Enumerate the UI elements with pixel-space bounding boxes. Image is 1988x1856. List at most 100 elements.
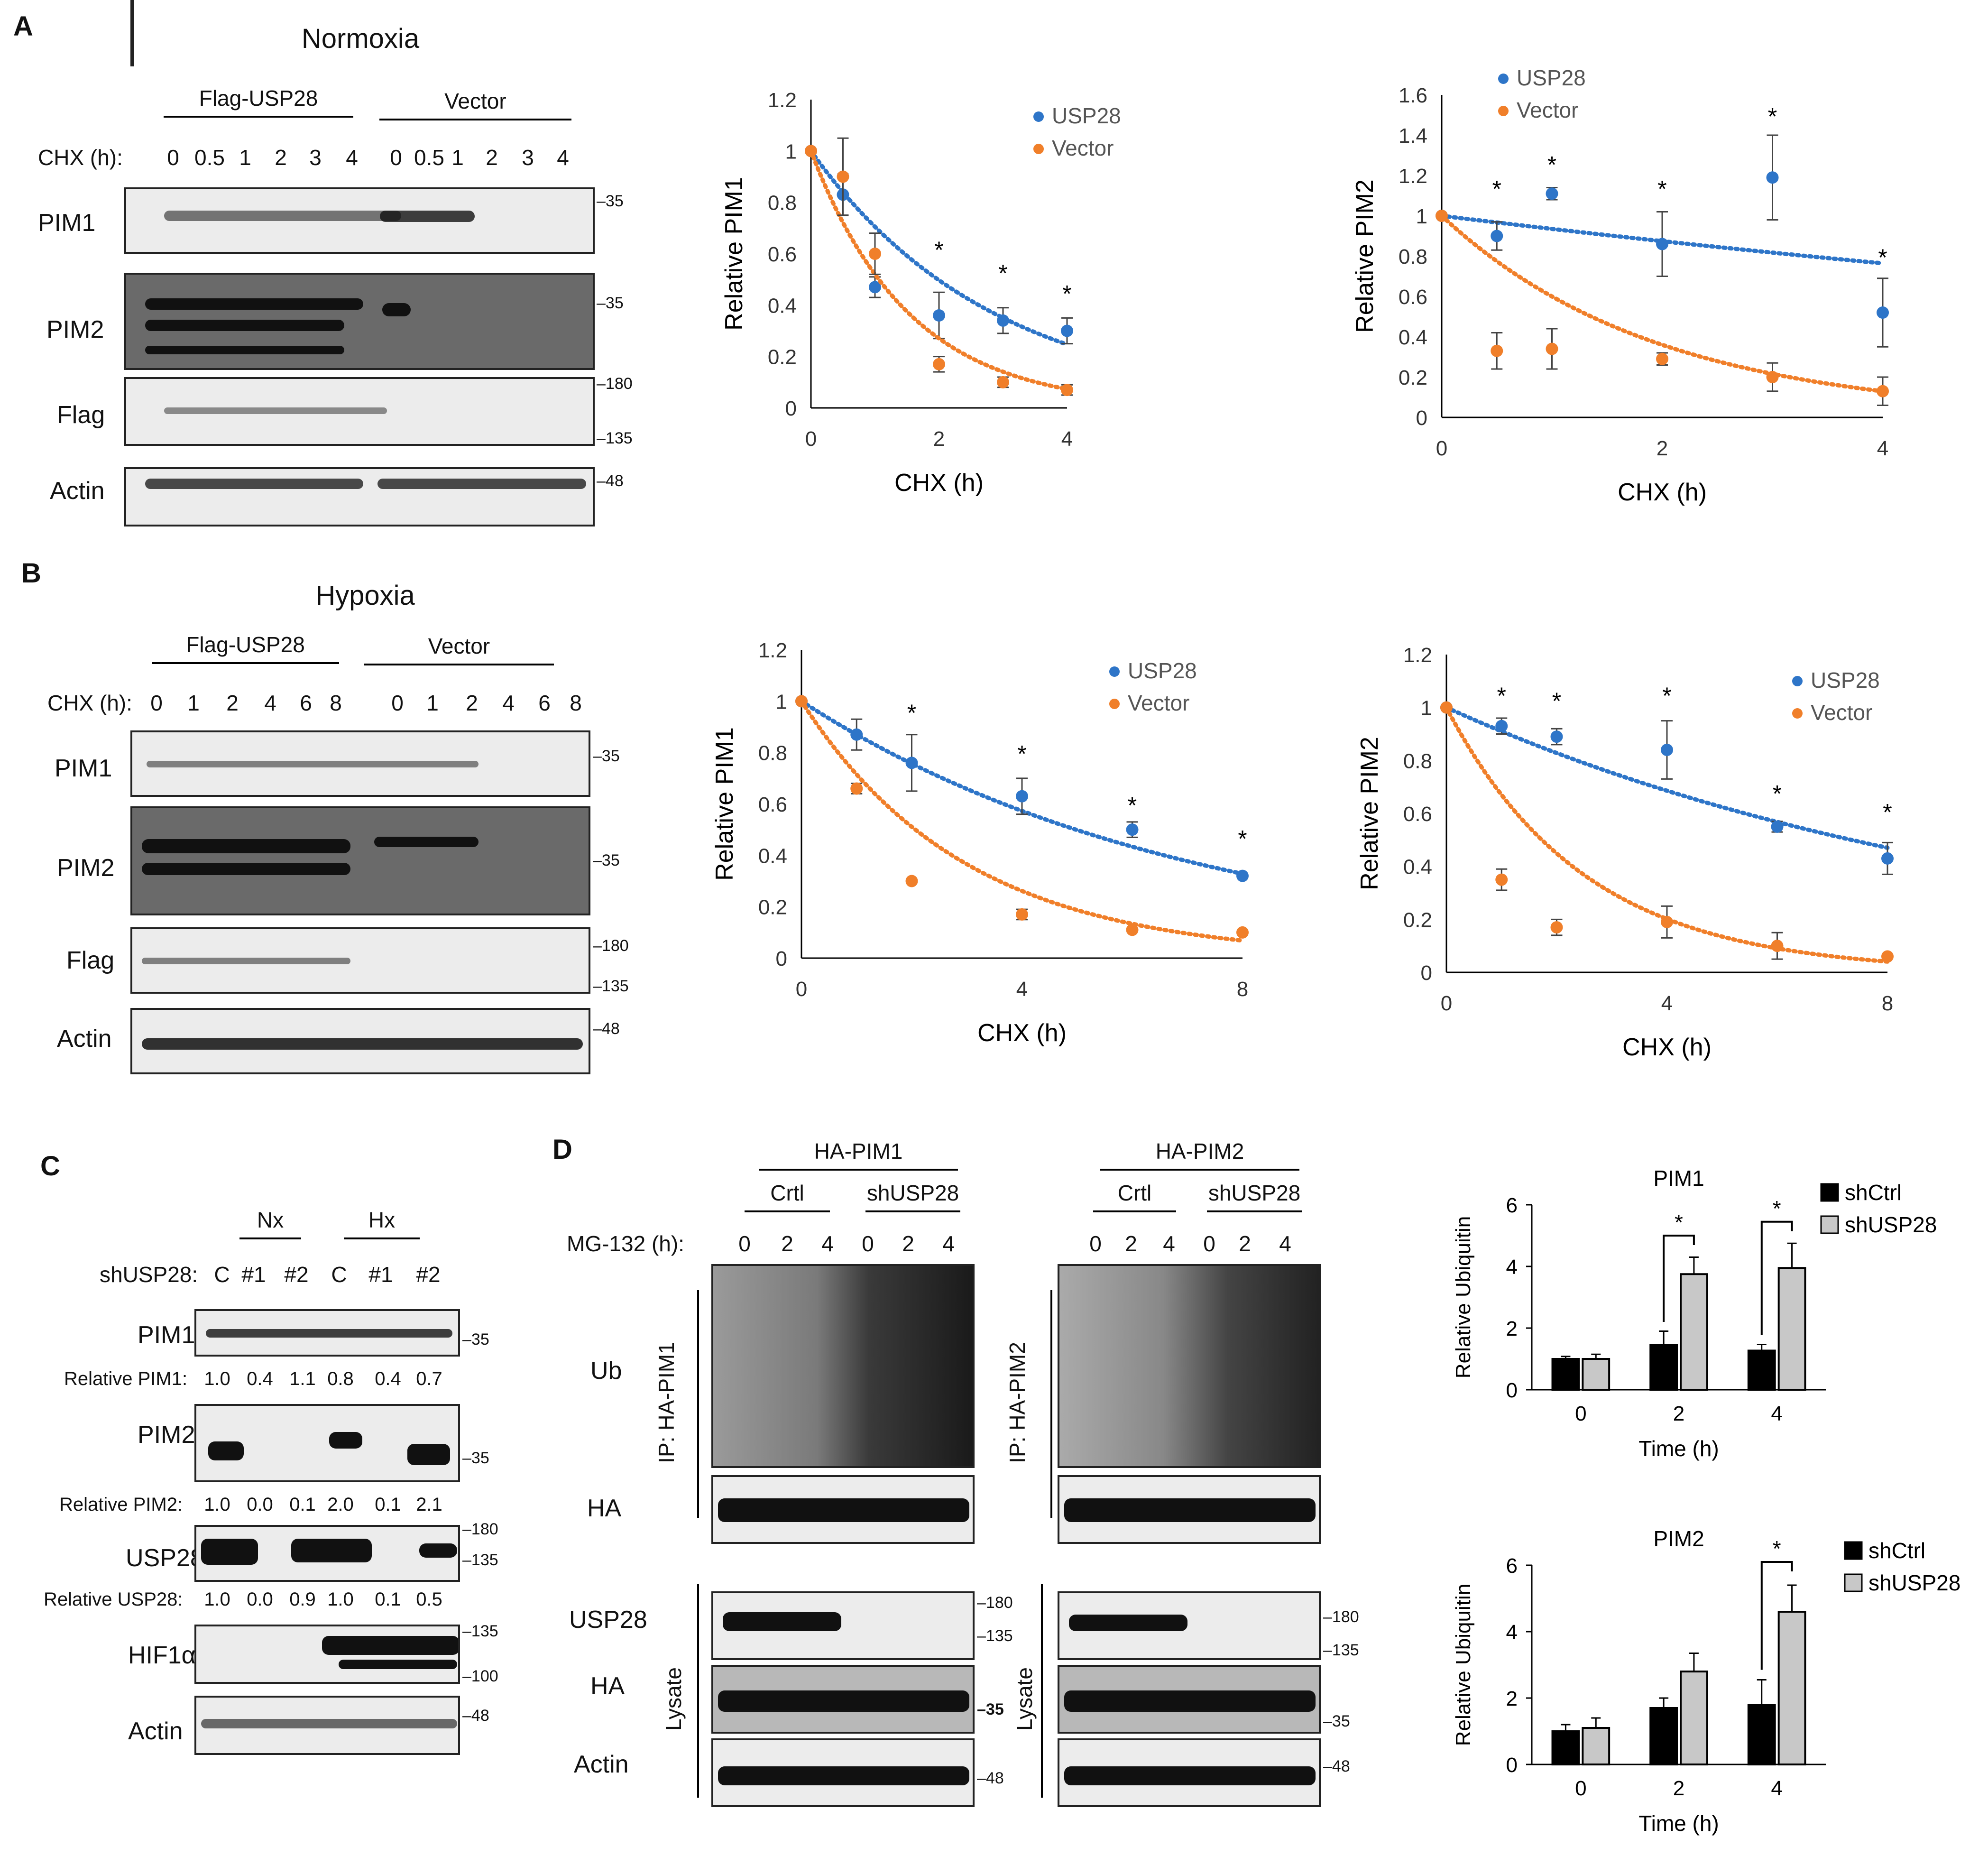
lane-c-0: C [214,1262,230,1287]
legend-label-usp28: USP28 [1052,103,1121,128]
mw-d-left-35: 35 [977,1700,1004,1719]
y-tick-label: 4 [1506,1621,1518,1644]
y-tick-label: 0 [776,947,787,970]
significance-star: * [1497,683,1506,709]
x-tick-label: 0 [1575,1402,1586,1425]
data-point-usp28 [869,281,881,294]
y-tick-label: 4 [1506,1256,1518,1279]
quant-c-pim1-label: Relative PIM1: [64,1368,188,1389]
blot-d-left-actin [711,1738,975,1807]
blot-c-pim1 [194,1309,460,1357]
data-point-usp28 [1016,790,1028,803]
data-point-vector [997,376,1009,388]
significance-star: * [1128,792,1137,819]
ip-right-bracket [1050,1290,1052,1518]
legend-label-shusp28: shUSP28 [1845,1212,1937,1237]
lane-b-8: 2 [466,691,478,715]
mw-a-flag-135: 135 [597,429,633,448]
x-tick-label: 2 [1657,437,1668,460]
blot-c-hif1a-label: HIF1α [128,1642,196,1669]
legend-marker-vector [1109,699,1120,709]
quant-c-0-4: 0.4 [375,1368,401,1389]
blot-d-left-usp28 [711,1591,975,1660]
blot-c-actin [194,1696,460,1755]
lane-d-8: 4 [1163,1231,1175,1256]
blot-b-flag [130,0,134,66]
lane-a-4: 3 [309,145,322,170]
legend-label-shusp28: shUSP28 [1868,1570,1960,1595]
blot-d-right-ha-lysate [1058,1665,1321,1734]
blot-b-actin-label: Actin [57,1025,112,1053]
legend-label-usp28: USP28 [1517,65,1586,90]
y-tick-label: 1 [1421,697,1432,720]
panel-b-group-vector: Vector [364,633,554,665]
lysate-ha-label: HA [590,1672,625,1700]
panel-d-right-shusp28: shUSP28 [1207,1180,1302,1212]
significance-star: * [1773,780,1782,807]
blot-a-actin [124,467,595,526]
y-tick-label: 0.4 [768,294,797,317]
significance-star: * [1017,741,1026,767]
mw-c-pim1-35: 35 [462,1330,489,1349]
significance-star: * [1657,176,1666,203]
y-tick-label: 2 [1506,1317,1518,1340]
panel-a-group-vector: Vector [379,88,571,120]
legend-marker-vector [1033,144,1044,154]
y-tick-label: 0 [1506,1379,1518,1402]
lane-b-9: 4 [502,691,515,715]
mw-b-flag-135: 135 [593,977,629,996]
x-tick-label: 2 [1673,1402,1684,1425]
y-tick-label: 6 [1506,1554,1518,1578]
lane-d-7: 2 [1125,1231,1137,1256]
data-point-vector [1656,352,1668,365]
y-tick-label: 1 [1416,205,1427,228]
legend-marker-shctrl [1820,1183,1839,1202]
significance-star: * [1878,244,1887,271]
legend-marker-usp28 [1033,111,1044,122]
data-point-vector [1771,940,1784,952]
y-tick-label: 0.6 [768,243,797,266]
y-axis-label: Relative PIM2 [1356,737,1383,890]
quant-c-0-1: 0.4 [247,1368,273,1389]
x-axis-label: Time (h) [1638,1436,1719,1461]
data-point-vector [1546,342,1558,355]
lane-b-7: 1 [426,691,439,715]
quant-c-2-0: 1.0 [204,1589,230,1610]
blot-c-hif1a [194,1625,460,1684]
bar-shctrl [1747,1704,1776,1765]
significance-star: * [907,700,916,726]
blot-c-usp28-label: USP28 [126,1544,204,1572]
y-tick-label: 1.2 [758,639,787,662]
blot-a-pim2 [124,273,595,370]
lane-b-3: 4 [264,691,276,715]
y-tick-label: 0.6 [1399,286,1427,309]
y-axis-label: Relative Ubiquitin [1452,1216,1475,1378]
y-tick-label: 0.4 [1403,856,1432,879]
blot-a-flag [124,377,595,446]
mw-c-hif1a-135: 135 [462,1622,498,1641]
significance-star: * [1773,1196,1781,1221]
lane-d-1: 2 [781,1231,793,1256]
significance-bracket [1760,1561,1793,1670]
data-point-usp28 [905,757,918,769]
quant-c-1-2: 0.1 [289,1494,316,1515]
data-point-usp28 [1546,187,1558,200]
data-point-vector [1436,210,1448,222]
lane-c-1: #1 [241,1262,266,1287]
data-point-vector [1881,950,1894,963]
fit-line-vector [1439,213,1885,394]
blot-b-pim1 [130,730,590,797]
x-tick-label: 0 [1441,992,1452,1015]
mw-d-left-48: 48 [977,1769,1004,1788]
mw-a-pim2-35: 35 [597,294,624,313]
chart-b-pim1: 0 0.2 0.4 0.6 0.8 1 1.2 0 4 8 CHX (h) Relative PIM1… [711,639,1249,1047]
lane-d-11: 4 [1279,1231,1291,1256]
chart-title: PIM1 [1653,1166,1704,1191]
quant-c-2-5: 0.5 [416,1589,442,1610]
y-tick-label: 0.6 [758,793,787,816]
data-point-usp28 [933,309,945,322]
panel-d-right-crtl: Crtl [1093,1180,1176,1212]
blot-b-pim2 [130,806,590,915]
bar-shctrl [1551,1730,1580,1765]
data-point-vector [795,695,808,708]
